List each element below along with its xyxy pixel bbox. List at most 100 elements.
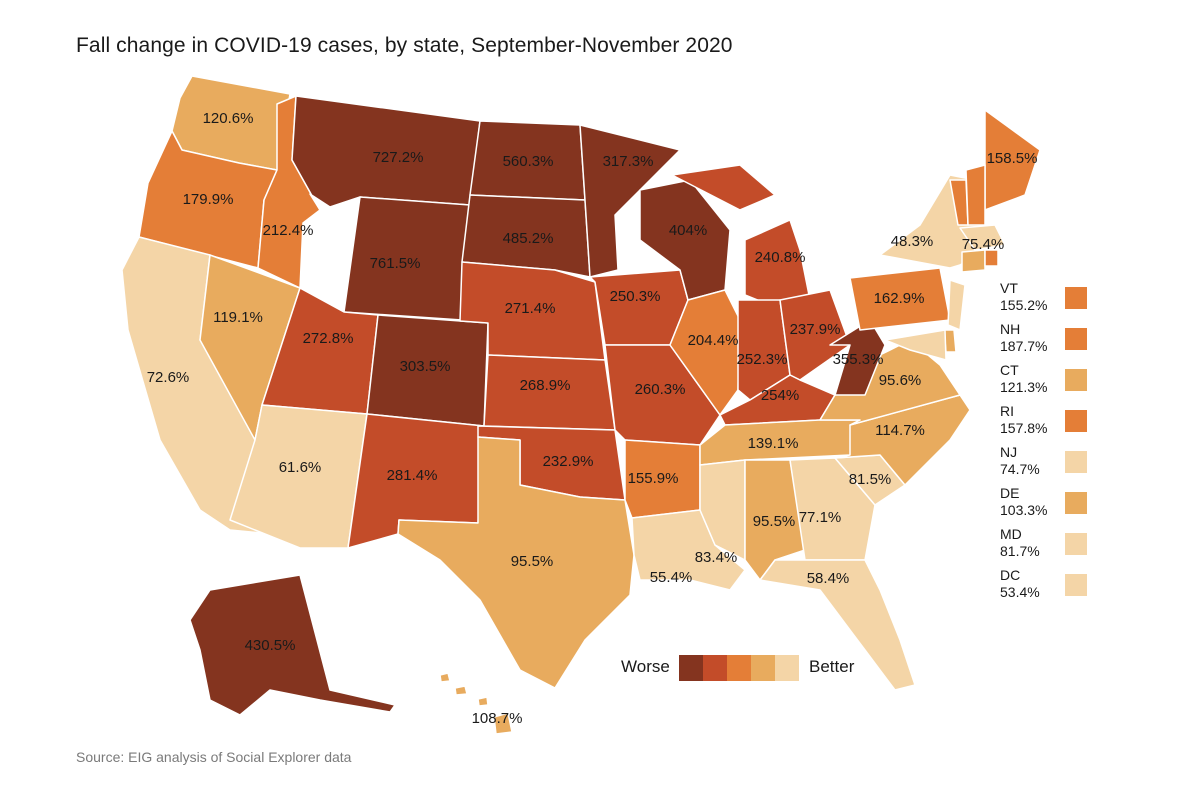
state-label-sd: 485.2% [503, 230, 554, 247]
small-state-swatch [1065, 574, 1087, 596]
state-label-or: 179.9% [183, 191, 234, 208]
scale-swatch-1 [679, 655, 703, 681]
state-label-ms: 83.4% [695, 549, 738, 566]
small-state-swatch [1065, 369, 1087, 391]
state-ms [699, 459, 746, 561]
small-state-swatch [1065, 328, 1087, 350]
state-label-ia: 250.3% [610, 288, 661, 305]
state-nj [947, 279, 966, 331]
state-label-hi: 108.7% [472, 710, 523, 727]
state-label-oh: 237.9% [790, 321, 841, 338]
state-ga [789, 457, 876, 561]
state-label-wi: 404% [669, 222, 707, 239]
small-state-entry: CT 121.3% [1000, 362, 1110, 410]
state-label-ut: 272.8% [303, 330, 354, 347]
state-label-wa: 120.6% [203, 110, 254, 127]
state-label-fl: 58.4% [807, 570, 850, 587]
source-note: Source: EIG analysis of Social Explorer … [76, 749, 352, 765]
state-label-il: 204.4% [688, 332, 739, 349]
small-state-value: 103.3% [1000, 502, 1048, 518]
state-label-mt: 727.2% [373, 149, 424, 166]
state-nh [965, 164, 986, 226]
chart-title: Fall change in COVID-19 cases, by state,… [76, 34, 733, 57]
small-state-value: 155.2% [1000, 297, 1048, 313]
state-label-ny: 48.3% [891, 233, 934, 250]
state-hi [439, 672, 513, 735]
small-state-entry: VT 155.2% [1000, 280, 1110, 328]
state-label-ak: 430.5% [245, 637, 296, 654]
state-ak [189, 574, 396, 716]
small-state-swatch [1065, 451, 1087, 473]
state-label-ne: 271.4% [505, 300, 556, 317]
small-state-entry: DC 53.4% [1000, 567, 1110, 615]
scale-swatch-4 [751, 655, 775, 681]
small-state-value: 121.3% [1000, 379, 1048, 395]
small-state-value: 157.8% [1000, 420, 1048, 436]
small-state-code: MD [1000, 526, 1022, 542]
state-label-ca: 72.6% [147, 369, 190, 386]
state-label-ar: 155.9% [628, 470, 679, 487]
small-state-code: DE [1000, 485, 1020, 501]
small-state-code: DC [1000, 567, 1021, 583]
state-label-co: 303.5% [400, 358, 451, 375]
state-label-tx: 95.5% [511, 553, 554, 570]
state-label-sc: 81.5% [849, 471, 892, 488]
state-ia [589, 269, 689, 346]
small-state-code: NH [1000, 321, 1021, 337]
state-label-al: 95.5% [753, 513, 796, 530]
state-label-pa: 162.9% [874, 290, 925, 307]
state-label-nc: 114.7% [875, 422, 925, 439]
small-state-entry: RI 157.8% [1000, 403, 1110, 451]
state-tx [397, 436, 635, 689]
state-fl [759, 559, 916, 691]
state-ct [961, 249, 986, 273]
small-state-value: 74.7% [1000, 461, 1040, 477]
small-state-value: 187.7% [1000, 338, 1048, 354]
small-state-entry: DE 103.3% [1000, 485, 1110, 533]
state-nc [834, 394, 971, 486]
state-label-nd: 560.3% [503, 153, 554, 170]
scale-better-label: Better [809, 657, 855, 676]
state-label-la: 55.4% [650, 569, 693, 586]
state-label-wv: 355.3% [833, 351, 884, 368]
state-label-mo: 260.3% [635, 381, 686, 398]
small-state-value: 53.4% [1000, 584, 1040, 600]
small-state-code: NJ [1000, 444, 1018, 460]
scale-worse-label: Worse [621, 657, 670, 676]
state-va [819, 339, 961, 426]
state-label-me: 158.5% [987, 150, 1038, 167]
state-label-ks: 268.9% [520, 377, 571, 394]
state-label-ok: 232.9% [543, 453, 594, 470]
state-label-wy: 761.5% [370, 255, 421, 272]
state-oh [779, 289, 851, 381]
state-label-tn: 139.1% [748, 435, 799, 452]
small-state-code: VT [1000, 280, 1018, 296]
state-label-mi: 240.8% [755, 249, 806, 266]
scale-swatch-2 [703, 655, 727, 681]
small-state-swatch [1065, 533, 1087, 555]
state-ri [984, 249, 999, 267]
state-label-ky: 254% [761, 387, 799, 404]
state-mn [579, 124, 681, 278]
small-state-value: 81.7% [1000, 543, 1040, 559]
state-label-in: 252.3% [737, 351, 788, 368]
state-ma [959, 224, 1006, 251]
state-label-id: 212.4% [263, 222, 314, 239]
state-label-va: 95.6% [879, 372, 922, 389]
small-state-swatch [1065, 287, 1087, 309]
state-label-nv: 119.1% [213, 309, 263, 326]
state-label-az: 61.6% [279, 459, 322, 476]
scale-swatch-3 [727, 655, 751, 681]
small-state-entry: MD 81.7% [1000, 526, 1110, 574]
small-state-entry: NH 187.7% [1000, 321, 1110, 369]
small-state-code: RI [1000, 403, 1014, 419]
state-md [884, 329, 947, 361]
small-state-swatch [1065, 492, 1087, 514]
state-label-ma: 75.4% [962, 236, 1005, 253]
state-label-mn: 317.3% [603, 153, 654, 170]
state-label-ga: 77.1% [799, 509, 842, 526]
small-state-code: CT [1000, 362, 1019, 378]
state-label-nm: 281.4% [387, 467, 438, 484]
scale-swatch-5 [775, 655, 799, 681]
